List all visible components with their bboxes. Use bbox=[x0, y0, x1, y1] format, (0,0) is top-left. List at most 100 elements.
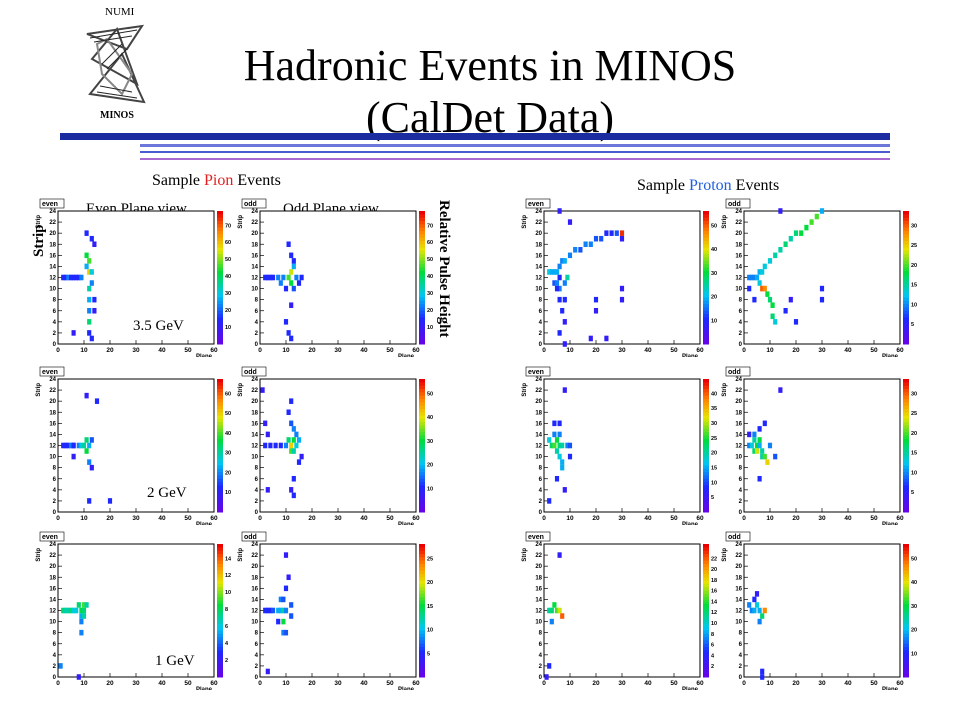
colorbar-segment bbox=[217, 573, 223, 578]
hit-cell bbox=[749, 607, 754, 614]
y-tick-label: 24 bbox=[535, 209, 542, 215]
colorbar-tick-label: 20 bbox=[911, 263, 917, 269]
y-tick-label: 4 bbox=[539, 320, 543, 326]
y-tick-label: 10 bbox=[535, 455, 542, 461]
hit-cell bbox=[81, 602, 87, 608]
y-tick-label: 4 bbox=[53, 320, 57, 326]
colorbar-segment bbox=[703, 637, 709, 641]
colorbar-segment bbox=[419, 570, 425, 575]
x-axis-label: Plane bbox=[882, 354, 899, 357]
colorbar-segment bbox=[903, 550, 909, 555]
colorbar-tick-label: 25 bbox=[911, 411, 917, 417]
y-tick-label: 6 bbox=[255, 477, 259, 483]
y-tick-label: 6 bbox=[739, 642, 743, 648]
x-tick-label: 0 bbox=[742, 680, 746, 687]
hit-cell bbox=[71, 442, 76, 449]
colorbar-segment bbox=[703, 294, 709, 298]
hit-cell bbox=[281, 607, 286, 614]
colorbar-segment bbox=[703, 388, 709, 393]
y-axis-label: Strip bbox=[36, 548, 42, 562]
colorbar-segment bbox=[703, 442, 709, 446]
hit-cell bbox=[87, 498, 92, 504]
colorbar-segment bbox=[419, 227, 425, 232]
hit-cell bbox=[87, 459, 92, 465]
colorbar-segment bbox=[703, 544, 709, 548]
x-tick-label: 50 bbox=[184, 680, 192, 687]
x-tick-label: 20 bbox=[592, 347, 600, 354]
y-tick-label: 12 bbox=[49, 276, 56, 282]
colorbar-tick-label: 30 bbox=[427, 291, 433, 297]
panel-tag-box bbox=[39, 531, 65, 542]
y-tick-label: 24 bbox=[535, 377, 542, 383]
colorbar-segment bbox=[217, 570, 223, 575]
colorbar-tick-label: 5 bbox=[911, 322, 914, 328]
hit-cell bbox=[793, 230, 799, 236]
colorbar-segment bbox=[703, 237, 709, 242]
hit-cell bbox=[552, 431, 557, 438]
hit-cell bbox=[265, 487, 270, 493]
hit-cell bbox=[89, 269, 94, 275]
y-tick-label: 0 bbox=[53, 342, 57, 348]
colorbar-segment bbox=[903, 304, 909, 308]
colorbar-segment bbox=[903, 482, 909, 486]
hit-cell bbox=[578, 247, 583, 253]
colorbar-segment bbox=[419, 563, 425, 568]
colorbar-tick-label: 20 bbox=[427, 308, 433, 314]
x-tick-label: 20 bbox=[106, 680, 114, 687]
colorbar-segment bbox=[419, 508, 425, 513]
y-axis-label: Strip bbox=[522, 215, 528, 229]
colorbar-segment bbox=[419, 455, 425, 460]
hit-cell bbox=[84, 252, 89, 259]
colorbar-segment bbox=[217, 388, 223, 393]
hit-cell bbox=[754, 448, 760, 454]
colorbar-segment bbox=[217, 587, 223, 592]
plot-frame bbox=[57, 210, 215, 345]
colorbar-segment bbox=[903, 280, 909, 285]
hit-cell bbox=[557, 420, 562, 427]
hit-cell bbox=[752, 448, 757, 454]
hit-cell bbox=[757, 280, 762, 286]
colorbar-segment bbox=[903, 412, 909, 417]
hit-cell bbox=[757, 426, 762, 432]
panel-tag-label: odd bbox=[244, 534, 257, 541]
x-tick-label: 10 bbox=[282, 515, 290, 522]
hit-cell bbox=[283, 629, 289, 636]
y-tick-label: 24 bbox=[735, 377, 742, 383]
hit-cell bbox=[593, 296, 599, 303]
colorbar-segment bbox=[903, 379, 909, 383]
y-tick-label: 10 bbox=[251, 620, 258, 626]
colorbar-segment bbox=[217, 498, 223, 503]
colorbar-segment bbox=[419, 620, 425, 625]
hit-cell bbox=[752, 596, 757, 603]
colorbar-segment bbox=[419, 613, 425, 618]
hit-cell bbox=[567, 252, 573, 259]
colorbar-segment bbox=[703, 508, 709, 513]
colorbar-segment bbox=[703, 647, 709, 651]
y-tick-label: 0 bbox=[255, 342, 259, 348]
colorbar-segment bbox=[903, 257, 909, 262]
colorbar-tick-label: 10 bbox=[711, 318, 717, 324]
hit-cell bbox=[289, 487, 294, 493]
colorbar-segment bbox=[703, 673, 709, 678]
colorbar-segment bbox=[903, 590, 909, 595]
hit-cell bbox=[547, 498, 552, 504]
hit-cell bbox=[588, 335, 593, 342]
y-tick-label: 10 bbox=[735, 620, 742, 626]
colorbar-segment bbox=[703, 475, 709, 480]
y-tick-label: 14 bbox=[251, 432, 258, 438]
y-tick-label: 6 bbox=[539, 477, 543, 483]
colorbar-segment bbox=[419, 482, 425, 486]
colorbar-segment bbox=[419, 317, 425, 322]
colorbar-segment bbox=[217, 620, 223, 625]
colorbar-tick-label: 16 bbox=[711, 589, 717, 595]
colorbar-segment bbox=[703, 340, 709, 345]
colorbar-segment bbox=[903, 498, 909, 503]
colorbar-segment bbox=[217, 392, 223, 397]
pion-section-header: Sample Pion Events bbox=[152, 172, 281, 190]
y-tick-label: 8 bbox=[739, 631, 743, 637]
colorbar-segment bbox=[217, 505, 223, 510]
colorbar-segment bbox=[703, 563, 709, 568]
x-tick-label: 20 bbox=[106, 515, 114, 522]
colorbar-tick-label: 60 bbox=[225, 391, 231, 397]
colorbar-tick-label: 14 bbox=[711, 599, 718, 605]
